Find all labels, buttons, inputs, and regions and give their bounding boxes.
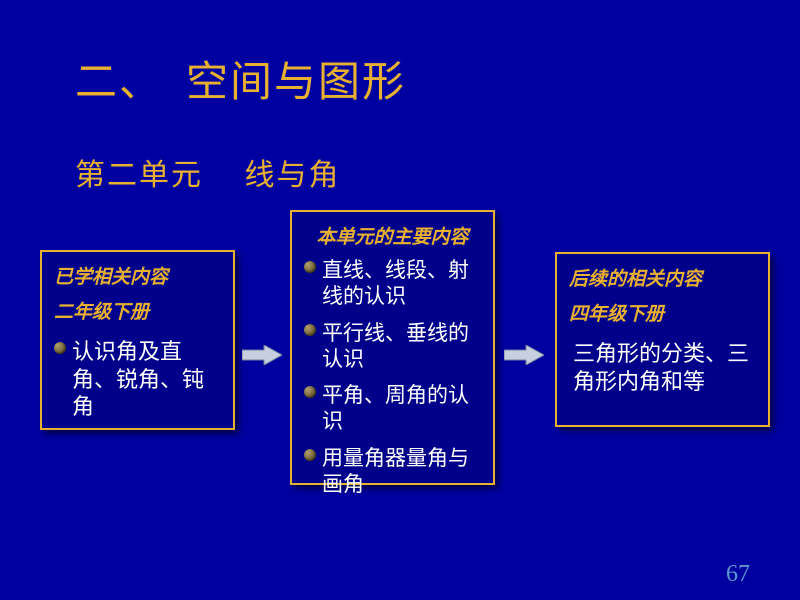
box-left-item-text: 认识角及直角、锐角、钝角 (72, 339, 204, 419)
bullet-icon (54, 342, 66, 354)
arrow-icon (504, 345, 544, 365)
mid-item-text: 直线、线段、射线的认识 (322, 258, 469, 308)
arrow-icon (242, 345, 282, 365)
box-left-sub: 二年级下册 (54, 297, 221, 324)
list-item: 平角、周角的认识 (304, 382, 481, 435)
box-left-heading: 已学相关内容 (54, 262, 221, 289)
list-item: 平行线、垂线的认识 (304, 320, 481, 373)
page-number: 67 (726, 561, 750, 588)
box-right-item-text: 三角形的分类、三角形内角和等 (573, 341, 749, 394)
box-current-unit: 本单元的主要内容 直线、线段、射线的认识 平行线、垂线的认识 平角、周角的认识 … (290, 210, 495, 485)
mid-item-text: 平行线、垂线的认识 (322, 321, 469, 371)
section-title: 二、 空间与图形 (75, 48, 406, 109)
box-mid-heading: 本单元的主要内容 (304, 222, 481, 249)
bullet-icon (304, 324, 316, 336)
box-previous-content: 已学相关内容 二年级下册 认识角及直角、锐角、钝角 (40, 250, 235, 430)
mid-item-text: 平角、周角的认识 (322, 383, 469, 433)
box-left-item: 认识角及直角、锐角、钝角 (54, 338, 221, 421)
box-future-content: 后续的相关内容 四年级下册 三角形的分类、三角形内角和等 (555, 252, 770, 427)
bullet-icon (304, 386, 316, 398)
box-right-item: 三角形的分类、三角形内角和等 (569, 340, 756, 395)
mid-item-text: 用量角器量角与画角 (322, 446, 469, 496)
box-right-sub: 四年级下册 (569, 299, 756, 326)
bullet-icon (304, 261, 316, 273)
unit-subtitle: 第二单元 线与角 (75, 150, 341, 194)
box-right-heading: 后续的相关内容 (569, 264, 756, 291)
bullet-icon (304, 449, 316, 461)
list-item: 用量角器量角与画角 (304, 445, 481, 498)
list-item: 直线、线段、射线的认识 (304, 257, 481, 310)
